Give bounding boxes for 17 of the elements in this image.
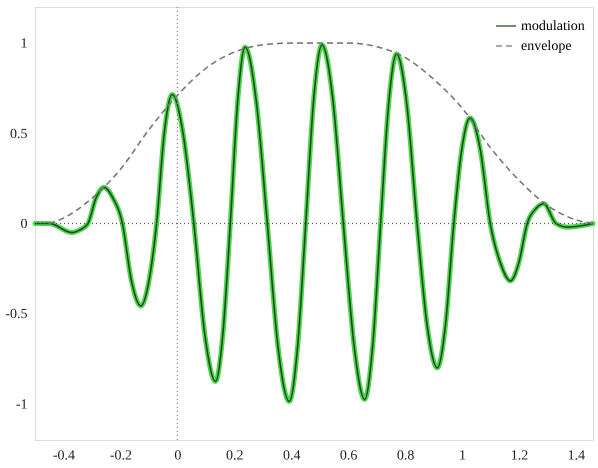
x-tick-label: -0.4: [52, 448, 76, 464]
x-tick-label: 0.2: [226, 448, 244, 464]
y-tick-label: 1: [20, 36, 28, 52]
x-tick-label: 0: [174, 448, 182, 464]
y-tick-label: -0.5: [5, 307, 28, 322]
y-tick-label: 0: [20, 217, 28, 232]
y-tick-label: -1: [16, 397, 28, 412]
x-tick-label: 0.4: [282, 448, 300, 464]
x-tick-label: 1.4: [568, 448, 586, 464]
x-tick-label: 0.8: [396, 448, 414, 464]
x-tick-label: 1: [459, 448, 466, 464]
x-tick-label: 0.6: [340, 448, 358, 464]
x-tick-label: 1.2: [510, 448, 528, 464]
legend-label: modulation: [521, 19, 585, 34]
x-tick-label: -0.2: [110, 448, 132, 464]
legend-label: envelope: [521, 39, 572, 54]
y-tick-label: 0.5: [10, 126, 28, 142]
